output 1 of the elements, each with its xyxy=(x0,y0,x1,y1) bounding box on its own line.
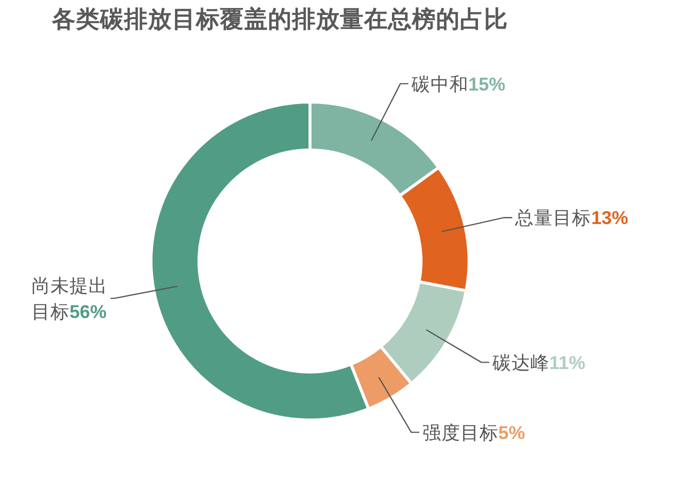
title: 各类碳排放目标覆盖的排放量在总榜的占比 xyxy=(52,6,508,32)
